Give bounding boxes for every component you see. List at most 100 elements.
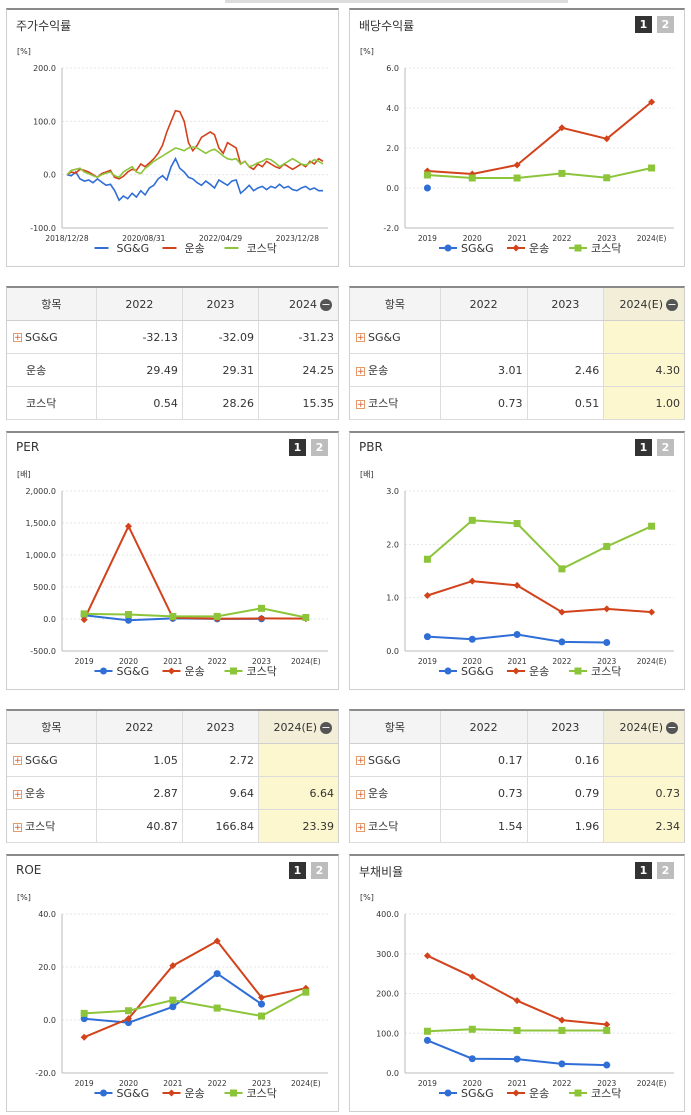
y-tick-label: 100.0 — [33, 117, 56, 126]
table-cell: 6.64 — [258, 776, 338, 810]
expand-icon[interactable]: + — [13, 822, 22, 833]
y-tick-label: 0.0 — [386, 647, 399, 656]
data-point-sgg — [213, 970, 221, 978]
data-point-trans — [302, 984, 310, 992]
data-point-trans — [603, 605, 611, 613]
expand-icon[interactable]: + — [356, 399, 365, 410]
legend-label: 코스닥 — [247, 665, 277, 678]
table-cell: 2.87 — [95, 776, 183, 810]
expand-icon[interactable]: + — [356, 822, 365, 833]
expand-icon[interactable]: + — [13, 789, 22, 800]
data-point-kosdaq — [513, 1026, 521, 1034]
period-button-1[interactable]: 1 — [289, 862, 306, 879]
chart-div: [%] 6.0 4.0 2.0 0.0 -2.0 2019 2020 2021 2022 2023 2… — [360, 47, 674, 255]
legend-item-sgg[interactable]: SG&G — [439, 665, 494, 678]
row-label-cell[interactable]: + 코스닥 — [7, 809, 97, 843]
collapse-icon[interactable]: − — [666, 720, 678, 734]
x-tick-label: 2022 — [552, 657, 571, 666]
series-line-kosdaq — [427, 167, 652, 179]
legend-marker — [574, 1089, 582, 1097]
row-label-cell[interactable]: + SG&G — [350, 743, 441, 777]
row-label-cell[interactable]: + 운송 — [350, 776, 441, 810]
row-label-cell[interactable]: + SG&G — [350, 320, 441, 354]
legend-item-trans[interactable]: 운송 — [507, 665, 549, 678]
legend-label: 운송 — [185, 665, 205, 678]
period-button-2[interactable]: 2 — [311, 862, 328, 879]
legend-item-kosdaq[interactable]: 코스닥 — [224, 665, 277, 678]
series-line-sgg — [66, 156, 323, 202]
period-button-2[interactable]: 2 — [657, 439, 674, 456]
legend-item-sgg[interactable]: SG&G — [94, 1087, 150, 1100]
collapse-icon[interactable]: − — [666, 297, 678, 311]
legend-item-trans[interactable]: 운송 — [162, 1087, 205, 1100]
row-label-cell[interactable]: + 코스닥 — [350, 809, 441, 843]
x-tick-label: 2019 — [418, 657, 437, 666]
y-tick-label: 6.0 — [386, 64, 399, 73]
row-label-cell[interactable]: + SG&G — [7, 320, 97, 354]
data-point-trans — [125, 522, 132, 530]
data-point-trans — [125, 1015, 132, 1023]
legend-item-kosdaq[interactable]: 코스닥 — [224, 242, 277, 255]
collapse-icon[interactable]: − — [320, 720, 332, 734]
x-tick-label: 2021 — [508, 657, 527, 666]
legend-item-kosdaq[interactable]: 코스닥 — [224, 1087, 277, 1100]
y-tick-label: -20.0 — [35, 1069, 56, 1078]
legend-item-trans[interactable]: 운송 — [507, 242, 549, 255]
table-header-label: 항목 — [384, 298, 405, 311]
data-point-kosdaq — [169, 996, 177, 1004]
expand-icon[interactable]: + — [356, 333, 365, 343]
legend-item-trans[interactable]: 운송 — [507, 1087, 549, 1100]
y-tick-label: 200.0 — [33, 64, 56, 73]
expand-icon[interactable]: + — [13, 333, 22, 343]
row-label-cell[interactable]: + SG&G — [7, 743, 97, 777]
expand-icon[interactable]: + — [356, 366, 365, 377]
legend-item-kosdaq[interactable]: 코스닥 — [569, 1087, 621, 1100]
legend-item-trans[interactable]: 운송 — [162, 242, 205, 255]
x-tick-label: 2024(E) — [291, 1079, 321, 1088]
period-button-1[interactable]: 1 — [635, 16, 652, 33]
period-button-1[interactable]: 1 — [635, 439, 652, 456]
expand-icon[interactable]: + — [356, 789, 365, 800]
legend-item-trans[interactable]: 운송 — [162, 665, 205, 678]
period-button-2[interactable]: 2 — [311, 439, 328, 456]
period-button-2[interactable]: 2 — [657, 862, 674, 879]
row-label-cell[interactable]: + 코스닥 — [350, 386, 441, 420]
collapse-icon[interactable]: − — [320, 297, 332, 311]
legend-item-sgg[interactable]: SG&G — [439, 1087, 494, 1100]
data-point-sgg — [468, 635, 476, 643]
period-button-1[interactable]: 1 — [635, 862, 652, 879]
table-cell: 40.87 — [95, 809, 183, 843]
legend-label: 운송 — [185, 1087, 205, 1100]
data-point-kosdaq — [302, 988, 310, 996]
period-button-1[interactable]: 1 — [289, 439, 306, 456]
y-tick-label: 3.0 — [386, 487, 399, 496]
expand-icon[interactable]: + — [356, 756, 365, 766]
data-point-sgg — [513, 1055, 521, 1063]
table-row: + 코스닥 40.87 166.84 23.39 — [7, 809, 338, 843]
table-header: 항목 — [7, 711, 97, 744]
table-cell — [439, 320, 527, 354]
row-label: 코스닥 — [368, 820, 399, 833]
table-cell: 1.96 — [526, 809, 604, 843]
legend-item-kosdaq[interactable]: 코스닥 — [569, 242, 621, 255]
chart-debt: [%]400.0 300.0 200.0 100.0 0.0 2019 2020 2021 20… — [360, 893, 674, 1100]
data-point-trans — [423, 952, 431, 960]
row-label: SG&G — [368, 330, 401, 344]
legend-item-sgg[interactable]: SG&G — [94, 242, 150, 255]
legend-item-kosdaq[interactable]: 코스닥 — [569, 665, 621, 678]
x-tick-label: 2019 — [418, 234, 437, 243]
table-row: + SG&G 1.05 2.72 — [7, 743, 338, 777]
expand-icon[interactable]: + — [13, 756, 22, 766]
legend-label: SG&G — [117, 665, 150, 678]
table-header: 2024(E) − — [603, 288, 684, 321]
legend-item-sgg[interactable]: SG&G — [439, 242, 494, 255]
row-label-cell[interactable]: + 운송 — [350, 353, 441, 387]
row-label-cell[interactable]: + 운송 — [7, 776, 97, 810]
series-line-trans — [427, 580, 652, 614]
period-button-2[interactable]: 2 — [657, 16, 674, 33]
panel-roe: ROE 1 2 [%] 40.0 20.0 0.0 -20.0 2019 2020 2021 2022… — [6, 854, 339, 1112]
legend-item-sgg[interactable]: SG&G — [94, 665, 150, 678]
table-cell: 1.00 — [603, 386, 684, 420]
data-point-trans — [169, 962, 177, 970]
